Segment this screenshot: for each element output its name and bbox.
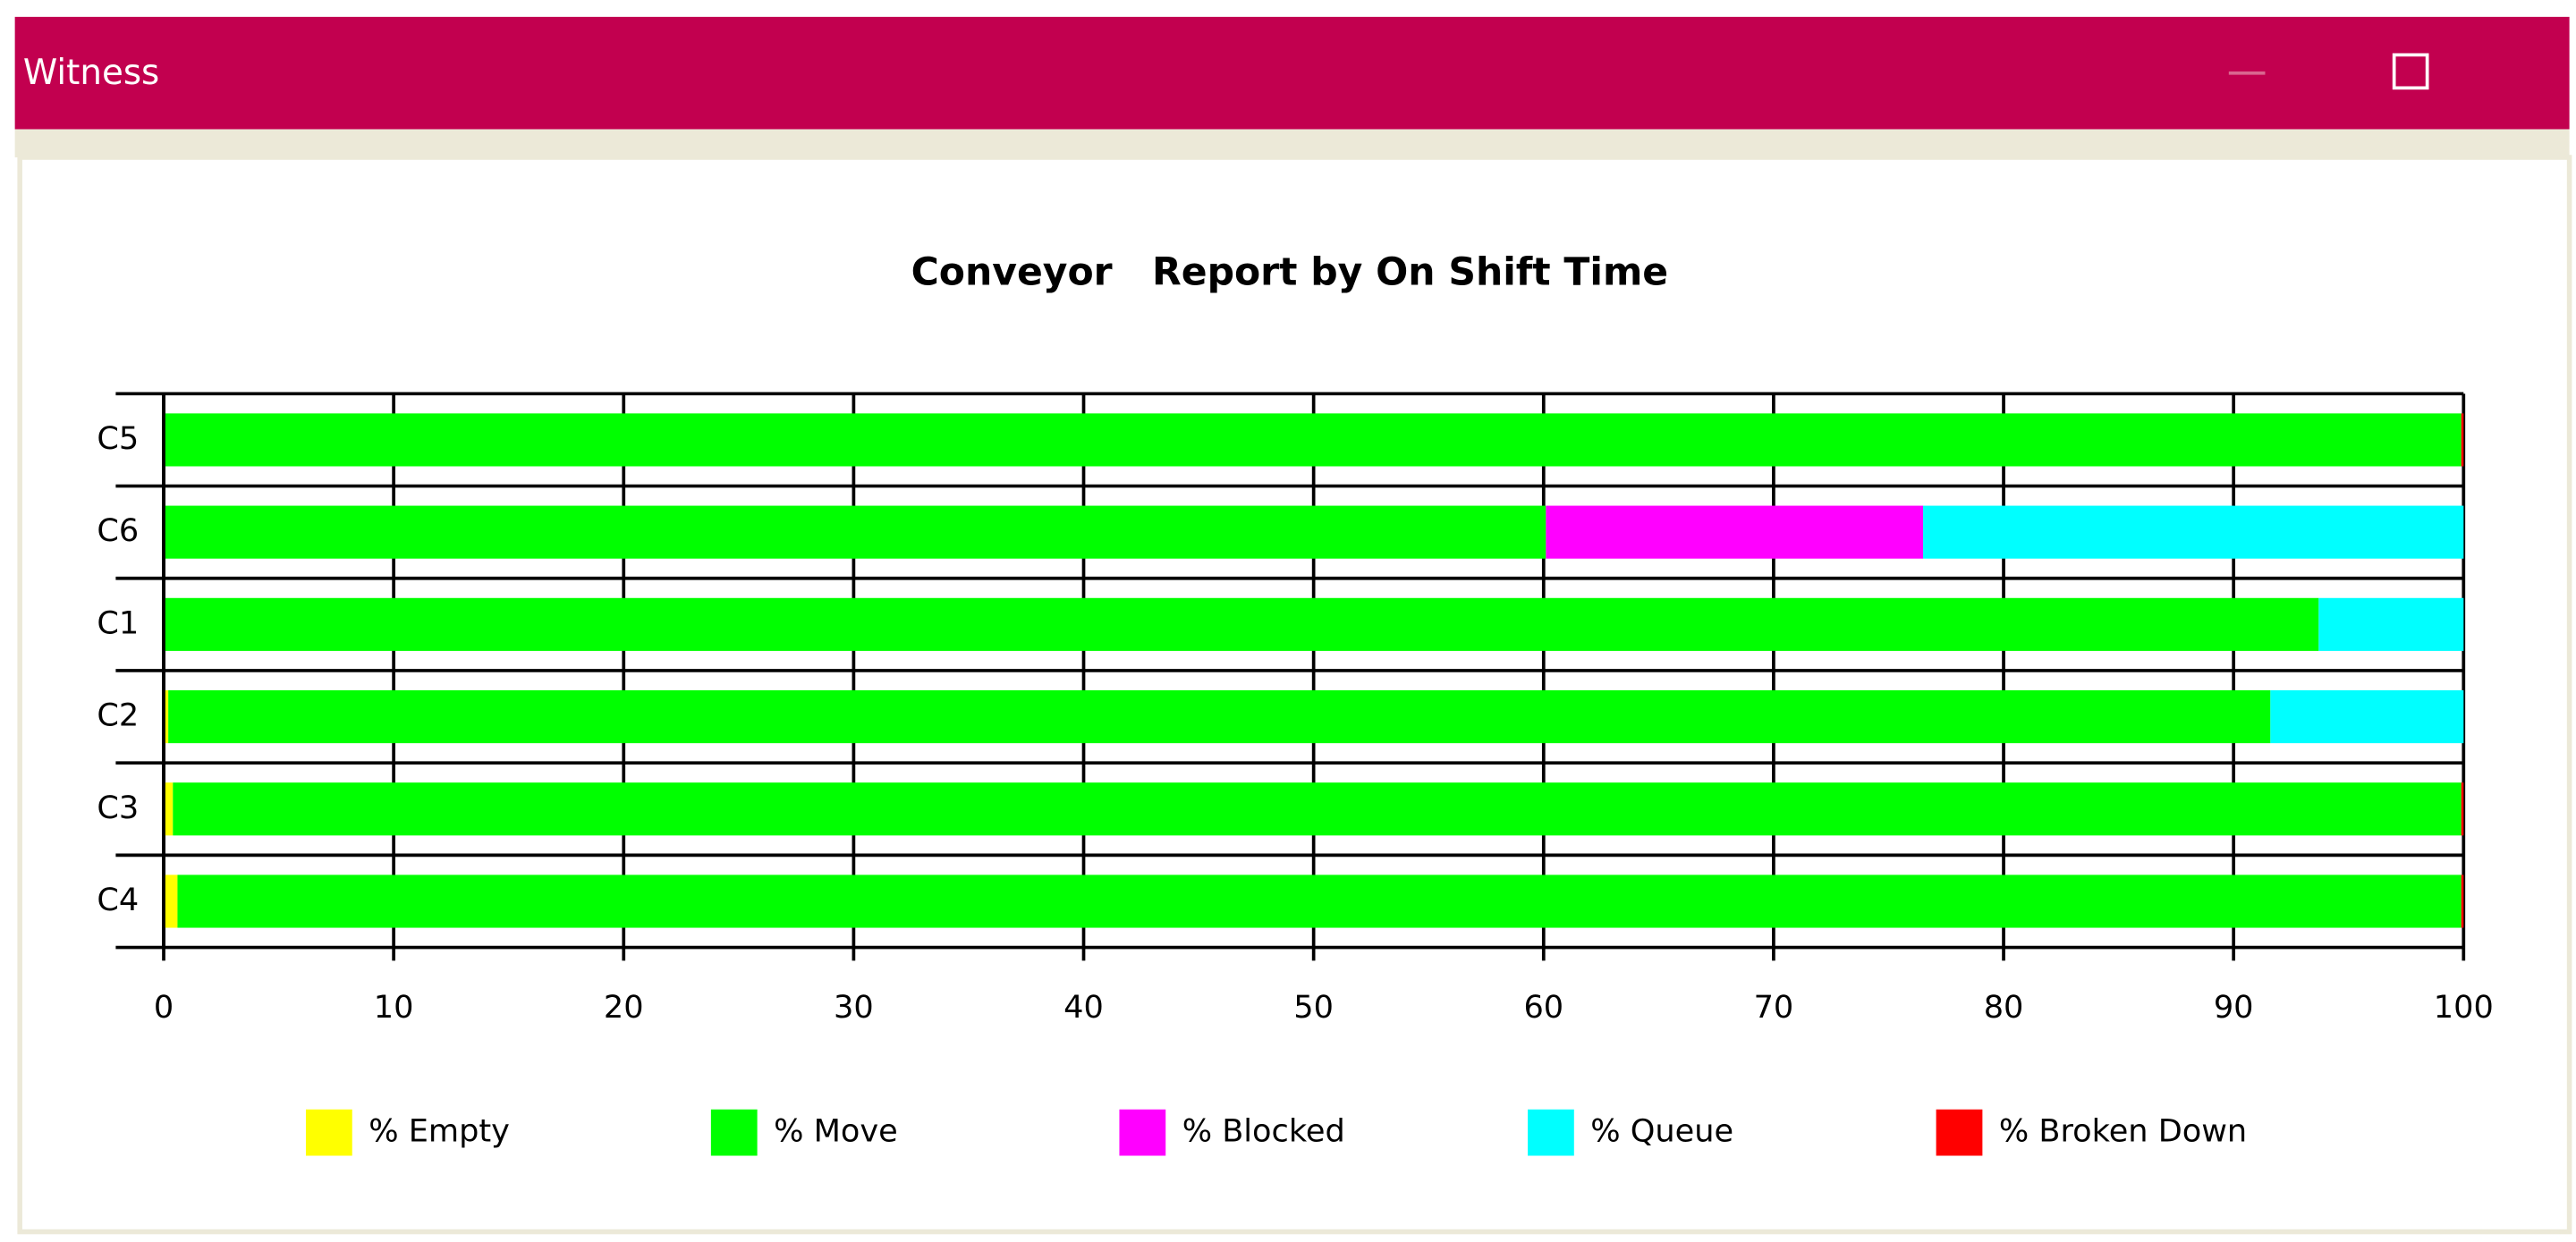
legend-swatch: [1119, 1109, 1166, 1156]
x-tick-label: 10: [374, 989, 414, 1026]
chart-title: Conveyor Report by On Shift Time: [911, 251, 1668, 295]
bar-segment: [177, 874, 2462, 928]
x-tick-label: 20: [604, 989, 644, 1026]
x-tick-label: 30: [834, 989, 874, 1026]
bar-segment: [164, 689, 169, 744]
bar-segment: [164, 597, 2319, 651]
y-tick-label: C1: [97, 604, 139, 641]
bar-segment: [2461, 413, 2464, 467]
y-tick-label: C4: [97, 882, 139, 918]
legend-swatch: [1936, 1109, 1983, 1156]
toolbar-strip: [14, 129, 2570, 157]
legend-label: % Move: [774, 1113, 898, 1150]
x-tick-label: 80: [1984, 989, 2024, 1026]
x-tick-label: 90: [2214, 989, 2254, 1026]
bar-segment: [164, 782, 174, 836]
legend-swatch: [710, 1109, 758, 1156]
bar-segment: [173, 782, 2462, 836]
x-tick-label: 100: [2434, 989, 2494, 1026]
legend-label: % Blocked: [1182, 1113, 1345, 1150]
y-tick-label: C5: [97, 420, 139, 457]
y-tick-label: C3: [97, 790, 139, 826]
x-tick-label: 0: [154, 989, 174, 1026]
legend-label: % Queue: [1590, 1113, 1733, 1150]
legend-label: % Broken Down: [1999, 1113, 2247, 1150]
bar-segment: [1923, 505, 2464, 559]
title-bar: [14, 16, 2570, 130]
x-tick-label: 60: [1523, 989, 1563, 1026]
maximize-button[interactable]: [2392, 53, 2429, 90]
x-tick-label: 40: [1063, 989, 1104, 1026]
x-tick-label: 70: [1754, 989, 1794, 1026]
legend-swatch: [305, 1109, 352, 1156]
x-tick-label: 50: [1293, 989, 1334, 1026]
bar-segment: [2270, 689, 2464, 744]
bar-segment: [1546, 505, 1924, 559]
bar-segment: [2461, 874, 2464, 928]
bar-segment: [2318, 597, 2464, 651]
legend-label: % Empty: [369, 1113, 510, 1150]
window-title: Witness: [23, 53, 159, 93]
legend-swatch: [1528, 1109, 1574, 1156]
bar-segment: [164, 874, 178, 928]
bar-segment: [168, 689, 2271, 744]
y-tick-label: C2: [97, 697, 139, 734]
bar-segment: [164, 505, 1546, 559]
bar-segment: [2461, 782, 2464, 836]
y-tick-label: C6: [97, 512, 139, 549]
bar-segment: [164, 413, 2462, 467]
